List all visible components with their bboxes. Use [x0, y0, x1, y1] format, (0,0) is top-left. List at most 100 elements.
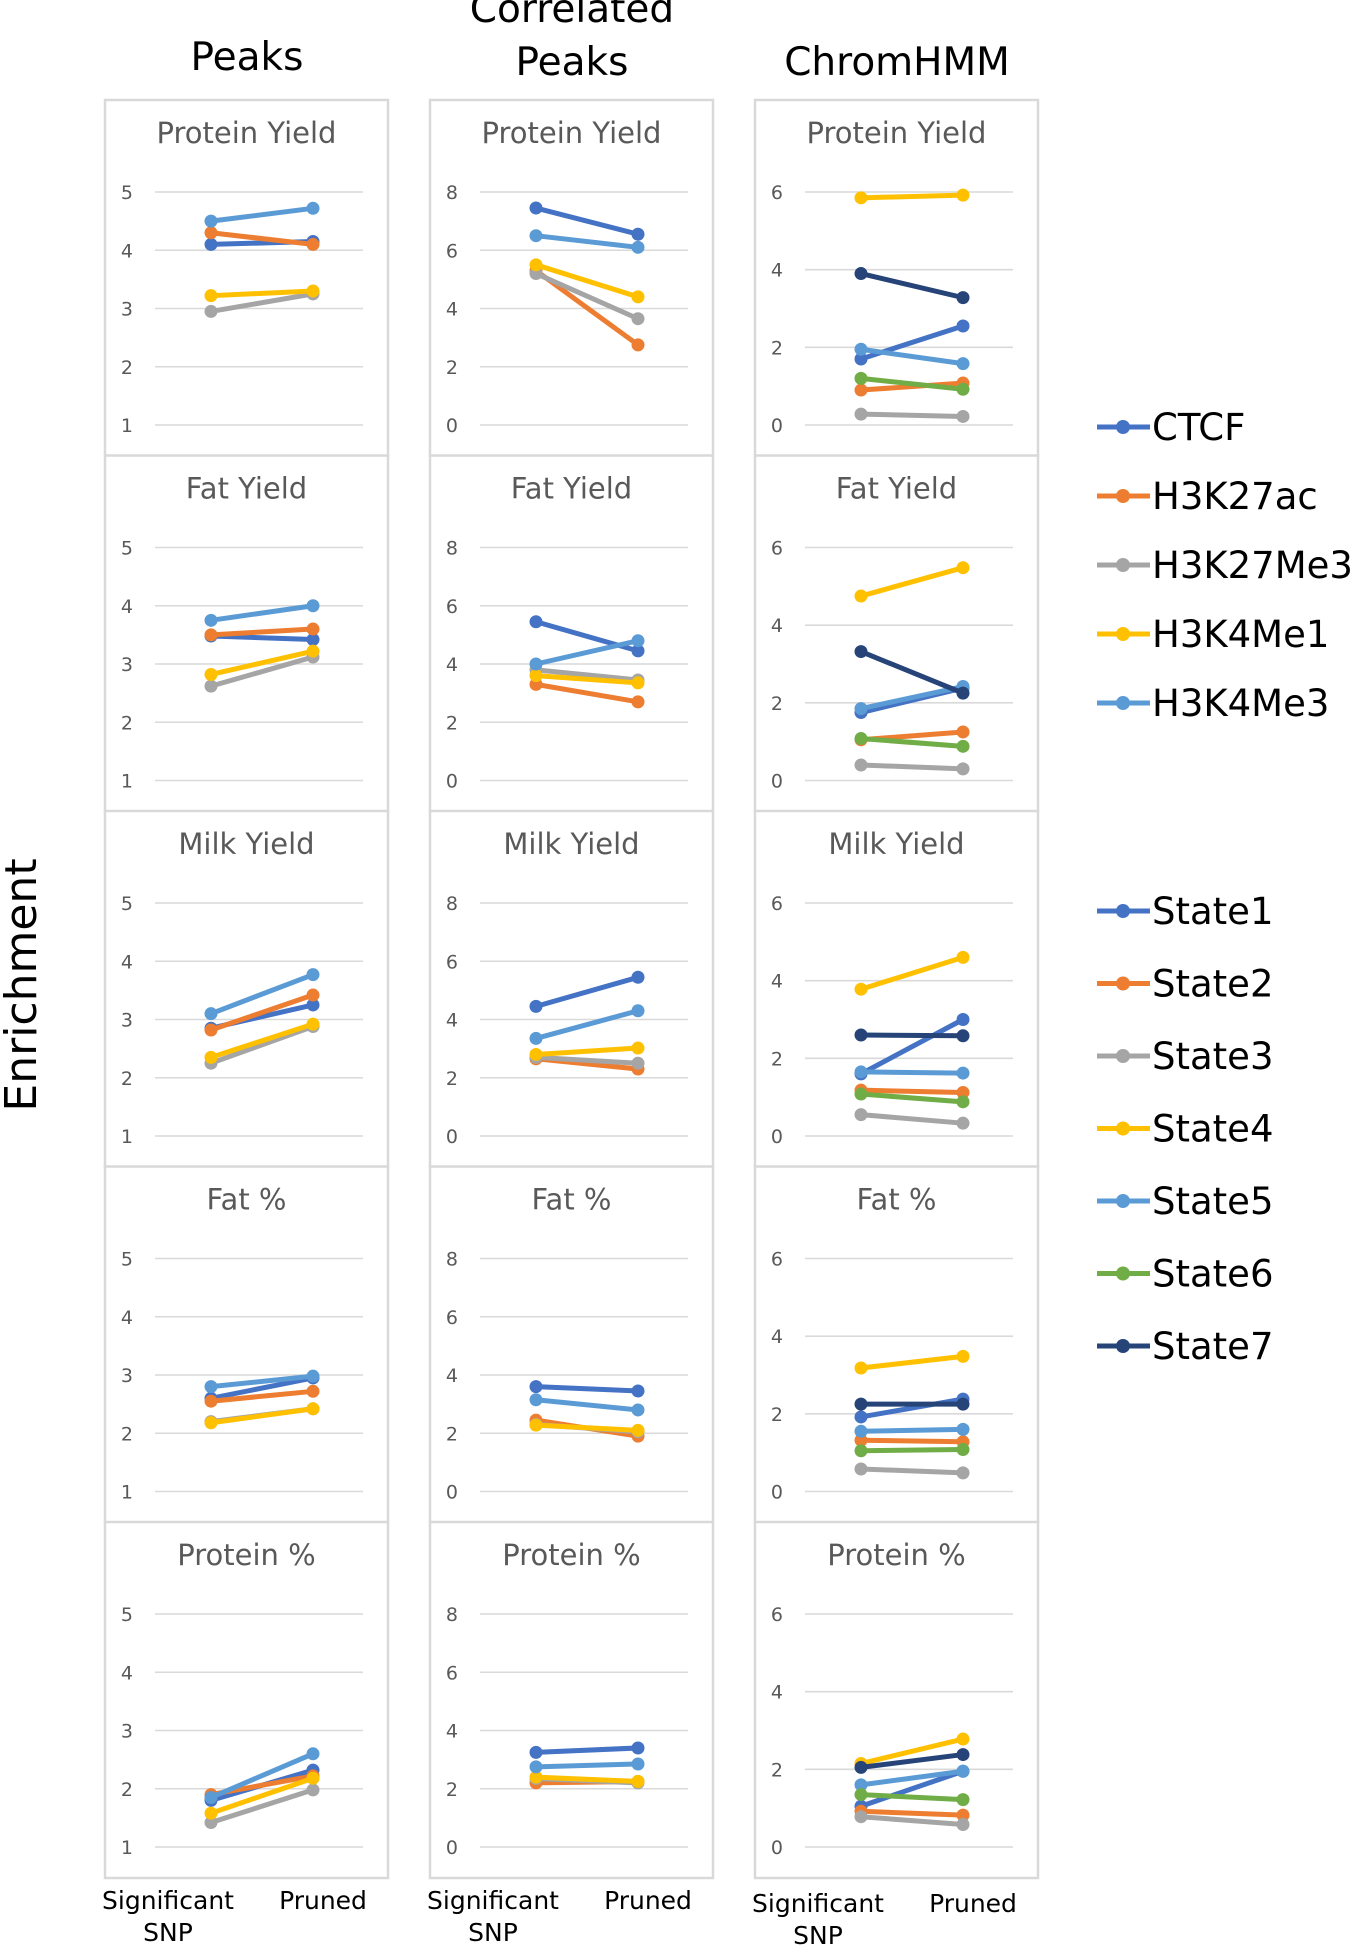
y-tick-label: 0	[446, 1837, 458, 1859]
y-tick-label: 6	[446, 596, 458, 618]
panel-protein-pct: Protein % 1 2 3 4 5	[103, 1520, 390, 1880]
data-point	[956, 1808, 970, 1822]
data-point	[529, 1745, 543, 1759]
y-tick-label: 4	[771, 1326, 783, 1348]
series-h3k4me1	[204, 1771, 320, 1820]
series-line	[533, 205, 641, 237]
panel-title: Milk Yield	[178, 827, 314, 861]
panel-title: Fat Yield	[836, 472, 957, 506]
y-tick-label: 0	[771, 1837, 783, 1859]
series-state5	[854, 1422, 970, 1438]
series-line	[858, 1792, 966, 1803]
y-tick-label: 1	[121, 771, 133, 793]
data-point	[529, 1418, 543, 1432]
data-point	[631, 644, 645, 658]
data-point	[529, 1380, 543, 1394]
data-point	[854, 1065, 868, 1079]
series-line	[533, 1745, 641, 1755]
series-line	[858, 954, 966, 992]
column-title: Peaks	[191, 35, 304, 80]
data-point	[956, 762, 970, 776]
series-state6	[854, 1443, 970, 1458]
legend-label: State5	[1152, 1180, 1273, 1223]
series-h3k27me3	[204, 1783, 320, 1830]
y-tick-label: 6	[771, 1249, 783, 1271]
panel-milk-yield: Milk Yield 0 2 4 6 8	[428, 809, 715, 1169]
series-line	[858, 649, 966, 696]
data-point	[529, 657, 543, 671]
series-line	[533, 262, 641, 300]
legend-label: State6	[1152, 1253, 1273, 1296]
panel-title: Protein %	[827, 1538, 965, 1572]
series-h3k4me1	[204, 1402, 320, 1430]
panel-fat-yield: Fat Yield 0 2 4 6 8	[428, 454, 715, 813]
series-state6	[854, 1788, 970, 1807]
data-point	[956, 357, 970, 371]
series-state3	[854, 758, 970, 776]
x-label-pruned: Pruned	[604, 1886, 692, 1915]
y-tick-label: 5	[121, 893, 133, 915]
data-point	[631, 1056, 645, 1070]
y-tick-label: 6	[446, 951, 458, 973]
series-h3k4me1	[529, 1418, 645, 1437]
data-point	[956, 1422, 970, 1436]
data-point	[204, 1816, 218, 1830]
data-point	[854, 267, 868, 281]
data-point	[631, 1403, 645, 1417]
data-point	[956, 1748, 970, 1762]
series-line	[858, 1017, 966, 1077]
y-tick-label: 5	[121, 1249, 133, 1271]
y-tick-label: 0	[771, 1482, 783, 1504]
data-point	[631, 695, 645, 709]
legend-label: CTCF	[1152, 406, 1245, 449]
data-point	[529, 1393, 543, 1407]
legend-item-state1: State1	[1097, 890, 1273, 933]
series-line	[208, 1375, 316, 1401]
series-line	[858, 762, 966, 772]
series-state3	[854, 1108, 970, 1130]
y-tick-label: 6	[771, 1604, 783, 1626]
legend-marker	[1116, 489, 1130, 503]
series-line	[208, 291, 316, 314]
series-h3k27ac	[204, 226, 320, 251]
y-tick-label: 1	[121, 1837, 133, 1859]
y-tick-label: 0	[771, 1126, 783, 1148]
data-point	[204, 667, 218, 681]
y-tick-label: 2	[121, 712, 133, 734]
data-point	[306, 622, 320, 636]
series-h3k4me3	[529, 634, 645, 671]
series-state3	[854, 1810, 970, 1831]
data-point	[529, 999, 543, 1013]
panel-title: Protein Yield	[807, 116, 987, 150]
series-line	[858, 1353, 966, 1371]
series-line	[858, 1437, 966, 1445]
series-line	[208, 1388, 316, 1404]
data-point	[956, 739, 970, 753]
series-line	[858, 1768, 966, 1809]
series-h3k4me3	[204, 599, 320, 627]
panel-frame	[753, 1520, 1040, 1880]
data-point	[529, 201, 543, 215]
data-point	[306, 1783, 320, 1797]
series-line	[533, 974, 641, 1009]
y-tick-label: 6	[446, 240, 458, 262]
y-tick-label: 1	[121, 1126, 133, 1148]
data-point	[529, 1031, 543, 1045]
data-point	[854, 191, 868, 205]
y-tick-label: 2	[771, 1404, 783, 1426]
series-line	[533, 233, 641, 250]
series-line	[858, 1087, 966, 1096]
panel-frame	[103, 1520, 390, 1880]
data-point	[306, 644, 320, 658]
legend-label: State3	[1152, 1035, 1273, 1078]
series-state5	[854, 342, 970, 371]
data-point	[631, 1004, 645, 1018]
series-state4	[854, 950, 970, 996]
series-line	[858, 411, 966, 419]
x-label-significant-snp: Significant SNP	[427, 1886, 559, 1947]
series-state7	[854, 1028, 970, 1043]
series-line	[208, 992, 316, 1033]
series-line	[858, 1069, 966, 1076]
